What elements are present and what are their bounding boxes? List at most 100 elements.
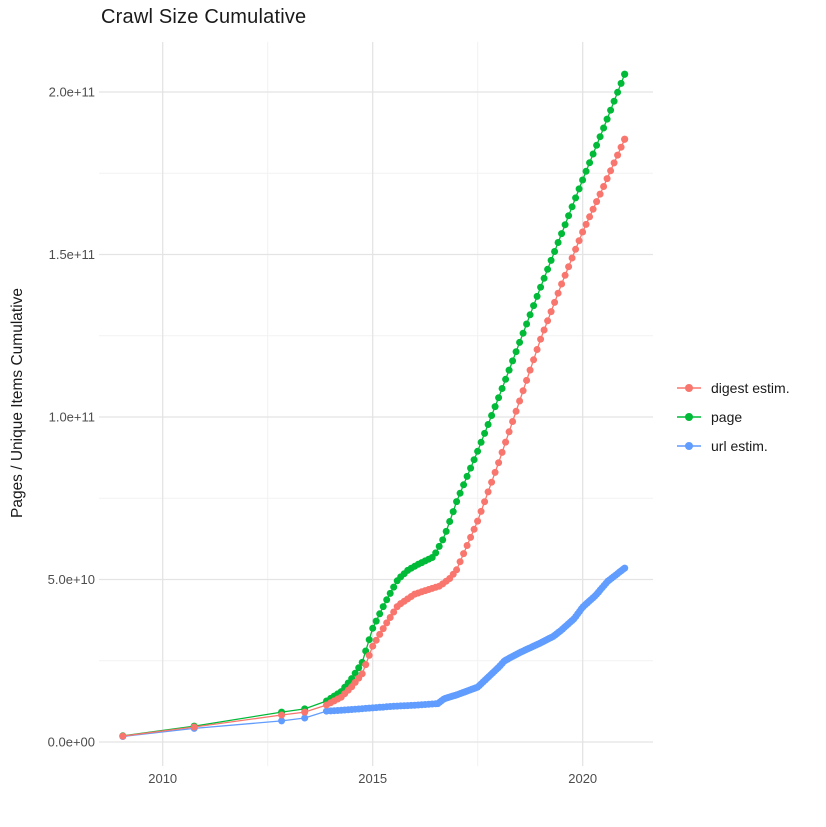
data-point xyxy=(589,205,597,213)
data-point xyxy=(460,481,468,489)
data-point xyxy=(523,320,531,328)
data-point xyxy=(369,642,377,650)
data-point xyxy=(572,194,580,202)
data-point xyxy=(119,732,127,740)
data-point xyxy=(376,610,384,618)
series-url-estim xyxy=(119,564,629,740)
data-point xyxy=(589,150,597,158)
data-point xyxy=(495,394,503,402)
legend-item-page: page xyxy=(676,407,790,427)
legend-key-icon xyxy=(677,413,701,421)
data-point xyxy=(491,403,499,411)
data-point xyxy=(600,183,608,190)
data-point xyxy=(610,159,618,167)
data-point xyxy=(544,317,552,325)
data-point xyxy=(463,542,471,549)
y-tick-label: 2.0e+11 xyxy=(49,85,95,100)
data-point xyxy=(516,338,524,346)
data-point xyxy=(582,220,590,228)
data-point xyxy=(614,88,622,96)
data-point xyxy=(523,376,531,384)
legend-item-url-estim: url estim. xyxy=(676,436,790,456)
data-point xyxy=(568,254,576,262)
data-point xyxy=(579,176,587,184)
data-point xyxy=(467,464,475,472)
data-point xyxy=(533,292,541,300)
data-point xyxy=(512,407,520,415)
data-point xyxy=(376,630,384,638)
data-point xyxy=(505,428,513,436)
data-point xyxy=(474,447,482,455)
data-point xyxy=(558,280,566,288)
data-point xyxy=(621,70,629,78)
data-point xyxy=(554,239,562,246)
data-point xyxy=(516,397,524,405)
data-point xyxy=(554,289,562,297)
data-point xyxy=(519,387,527,395)
data-point xyxy=(603,115,611,123)
data-point xyxy=(572,245,580,253)
data-point xyxy=(358,670,366,678)
data-point xyxy=(526,311,534,319)
x-tick-label: 2010 xyxy=(148,771,177,786)
data-point xyxy=(505,366,513,374)
data-point xyxy=(600,124,608,132)
data-point xyxy=(579,228,587,236)
data-point xyxy=(519,329,527,337)
data-point xyxy=(383,596,391,604)
legend-key-icon xyxy=(677,384,701,392)
data-point xyxy=(565,212,573,220)
gridlines-minor xyxy=(99,42,653,766)
data-point xyxy=(575,237,583,245)
data-point xyxy=(586,213,594,221)
data-point xyxy=(533,346,541,353)
data-point xyxy=(502,375,510,383)
data-point xyxy=(526,366,534,374)
data-point xyxy=(540,274,548,282)
data-point xyxy=(509,357,517,365)
data-point xyxy=(607,106,615,114)
data-point xyxy=(383,619,391,627)
y-tick-label: 5.0e+10 xyxy=(48,572,95,587)
y-tick-label: 1.0e+11 xyxy=(49,410,95,425)
data-point xyxy=(488,412,496,419)
data-point xyxy=(565,263,573,271)
data-point xyxy=(484,488,492,496)
data-point xyxy=(470,525,478,533)
data-point xyxy=(509,418,517,425)
data-point xyxy=(453,498,461,506)
data-point xyxy=(484,421,492,428)
data-point xyxy=(456,489,464,497)
data-point xyxy=(386,614,394,621)
data-point xyxy=(621,564,629,572)
data-point xyxy=(355,664,363,672)
data-point xyxy=(537,283,545,291)
data-point xyxy=(362,661,370,669)
data-point xyxy=(491,468,499,476)
data-point xyxy=(278,711,286,719)
data-point xyxy=(390,583,398,591)
data-point xyxy=(379,625,387,633)
data-point xyxy=(372,636,380,644)
data-point xyxy=(278,717,286,725)
data-point xyxy=(593,198,601,206)
data-point xyxy=(477,438,485,446)
data-point xyxy=(561,271,569,279)
data-point xyxy=(547,256,555,264)
legend-item-digest-estim: digest estim. xyxy=(676,378,790,398)
y-tick-label: 0.0e+00 xyxy=(48,735,95,750)
data-point xyxy=(481,498,489,506)
data-point xyxy=(477,507,485,515)
data-point xyxy=(365,651,373,659)
data-point xyxy=(470,456,478,464)
data-point xyxy=(551,298,559,306)
legend: digest estim. page url estim. xyxy=(676,378,790,456)
data-point xyxy=(386,589,394,597)
legend-label: url estim. xyxy=(711,438,768,454)
data-point xyxy=(551,248,559,255)
series-page xyxy=(119,70,629,740)
axis-tick-labels: 0.0e+00 5.0e+10 1.0e+11 1.5e+11 2.0e+11 2010 2… xyxy=(48,85,598,787)
data-point xyxy=(488,478,496,486)
legend-label: digest estim. xyxy=(711,380,790,396)
